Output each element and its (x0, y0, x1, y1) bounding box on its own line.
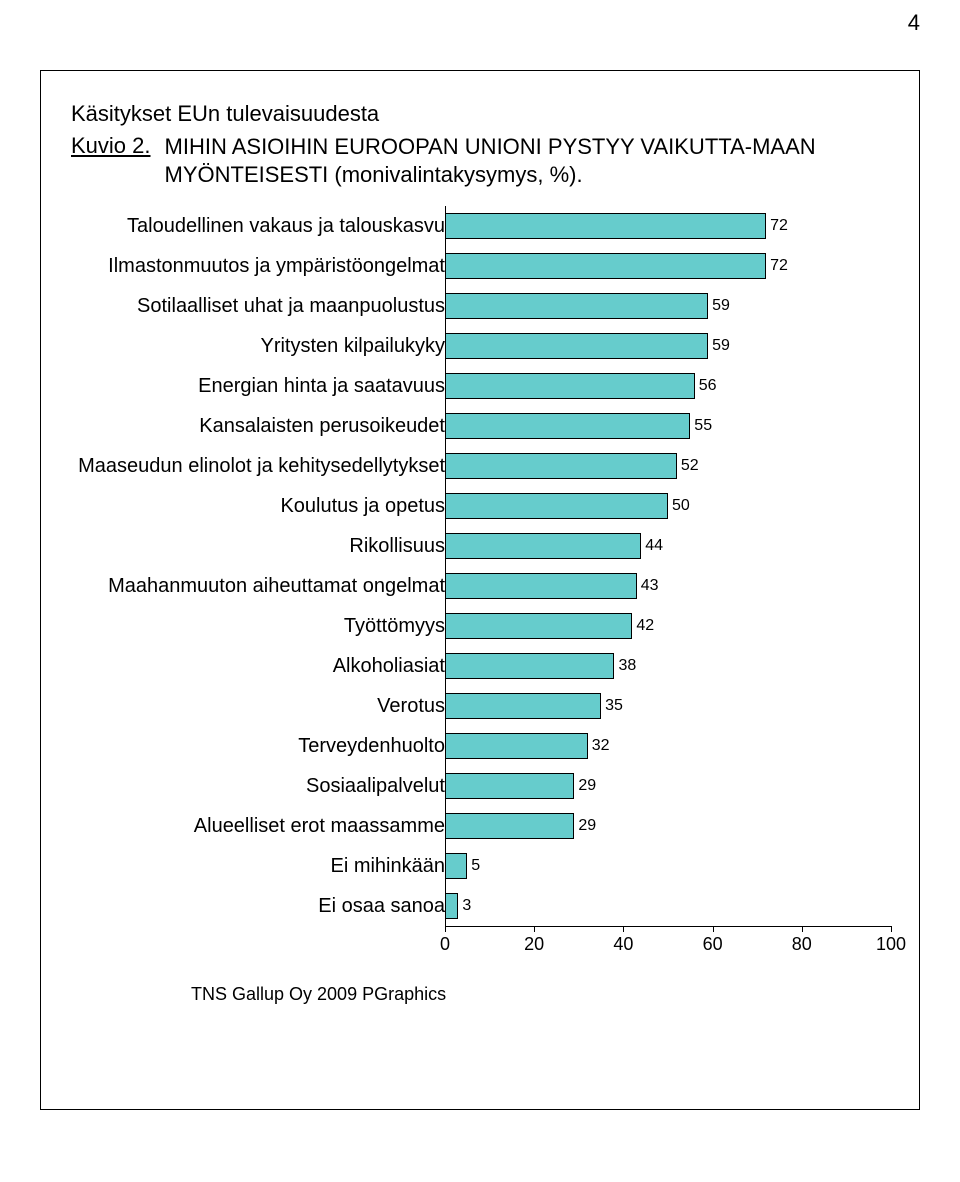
x-tick-mark (445, 926, 446, 932)
value-label: 35 (605, 697, 623, 715)
category-label: Taloudellinen vakaus ja talouskasvu (71, 215, 451, 237)
category-label: Ilmastonmuutos ja ympäristöongelmat (71, 255, 451, 277)
category-label: Verotus (71, 695, 451, 717)
bar (445, 253, 766, 279)
bar (445, 413, 690, 439)
chart-row: Terveydenhuolto 32 (71, 726, 891, 766)
category-label: Alkoholiasiat (71, 655, 451, 677)
value-label: 3 (462, 897, 471, 915)
bar (445, 573, 637, 599)
chart-row: Työttömyys 42 (71, 606, 891, 646)
x-tick-label: 0 (440, 934, 450, 955)
figure-label: Kuvio 2. (71, 133, 151, 159)
chart-row: Sotilaalliset uhat ja maanpuolustus 59 (71, 286, 891, 326)
chart-row: Energian hinta ja saatavuus 56 (71, 366, 891, 406)
bar (445, 773, 574, 799)
chart-row: Yritysten kilpailukyky 59 (71, 326, 891, 366)
x-tick-label: 60 (703, 934, 723, 955)
page-number: 4 (908, 10, 920, 36)
x-tick-mark (623, 926, 624, 932)
chart-row: Maahanmuuton aiheuttamat ongelmat 43 (71, 566, 891, 606)
value-label: 38 (618, 657, 636, 675)
chart-row: Sosiaalipalvelut 29 (71, 766, 891, 806)
chart-row: Verotus 35 (71, 686, 891, 726)
value-label: 43 (641, 577, 659, 595)
value-label: 72 (770, 217, 788, 235)
value-label: 32 (592, 737, 610, 755)
chart-row: Taloudellinen vakaus ja talouskasvu 72 (71, 206, 891, 246)
value-label: 44 (645, 537, 663, 555)
category-label: Maahanmuuton aiheuttamat ongelmat (71, 575, 451, 597)
x-tick-mark (713, 926, 714, 932)
chart-row: Alkoholiasiat 38 (71, 646, 891, 686)
chart-row: Ilmastonmuutos ja ympäristöongelmat 72 (71, 246, 891, 286)
chart-frame: Käsitykset EUn tulevaisuudesta Kuvio 2. … (40, 70, 920, 1110)
category-label: Ei osaa sanoa (71, 895, 451, 917)
bar (445, 893, 458, 919)
bar (445, 333, 708, 359)
category-label: Työttömyys (71, 615, 451, 637)
value-label: 52 (681, 457, 699, 475)
category-label: Sotilaalliset uhat ja maanpuolustus (71, 295, 451, 317)
x-tick-label: 100 (876, 934, 906, 955)
x-tick-mark (891, 926, 892, 932)
bar (445, 613, 632, 639)
bar (445, 853, 467, 879)
chart-row: Kansalaisten perusoikeudet 55 (71, 406, 891, 446)
value-label: 59 (712, 297, 730, 315)
value-label: 59 (712, 337, 730, 355)
chart-row: Koulutus ja opetus 50 (71, 486, 891, 526)
bar (445, 293, 708, 319)
x-axis-line (445, 926, 891, 927)
chart-row: Alueelliset erot maassamme 29 (71, 806, 891, 846)
value-label: 56 (699, 377, 717, 395)
bar (445, 653, 614, 679)
chart-row: Maaseudun elinolot ja kehitysedellytykse… (71, 446, 891, 486)
category-label: Alueelliset erot maassamme (71, 815, 451, 837)
category-label: Sosiaalipalvelut (71, 775, 451, 797)
value-label: 42 (636, 617, 654, 635)
x-tick-mark (802, 926, 803, 932)
y-axis-line (445, 206, 446, 926)
x-tick-label: 40 (613, 934, 633, 955)
value-label: 5 (471, 857, 480, 875)
title-row: Kuvio 2. MIHIN ASIOIHIN EUROOPAN UNIONI … (71, 133, 889, 188)
bar (445, 733, 588, 759)
chart-row: Rikollisuus 44 (71, 526, 891, 566)
x-tick-label: 20 (524, 934, 544, 955)
footer-credit: TNS Gallup Oy 2009 PGraphics (191, 984, 889, 1005)
bar (445, 693, 601, 719)
bar (445, 533, 641, 559)
value-label: 72 (770, 257, 788, 275)
bar (445, 813, 574, 839)
category-label: Maaseudun elinolot ja kehitysedellytykse… (71, 455, 451, 477)
category-label: Yritysten kilpailukyky (71, 335, 451, 357)
chart-row: Ei osaa sanoa 3 (71, 886, 891, 926)
chart-title: MIHIN ASIOIHIN EUROOPAN UNIONI PYSTYY VA… (165, 133, 890, 188)
value-label: 29 (578, 817, 596, 835)
value-label: 55 (694, 417, 712, 435)
chart-area: Taloudellinen vakaus ja talouskasvu72Ilm… (71, 206, 891, 976)
value-label: 29 (578, 777, 596, 795)
category-label: Energian hinta ja saatavuus (71, 375, 451, 397)
category-label: Ei mihinkään (71, 855, 451, 877)
bar (445, 373, 695, 399)
supertitle: Käsitykset EUn tulevaisuudesta (71, 101, 889, 127)
bar (445, 213, 766, 239)
category-label: Kansalaisten perusoikeudet (71, 415, 451, 437)
value-label: 50 (672, 497, 690, 515)
category-label: Terveydenhuolto (71, 735, 451, 757)
bar (445, 493, 668, 519)
category-label: Rikollisuus (71, 535, 451, 557)
chart-row: Ei mihinkään 5 (71, 846, 891, 886)
x-tick-mark (534, 926, 535, 932)
category-label: Koulutus ja opetus (71, 495, 451, 517)
bar (445, 453, 677, 479)
x-tick-label: 80 (792, 934, 812, 955)
